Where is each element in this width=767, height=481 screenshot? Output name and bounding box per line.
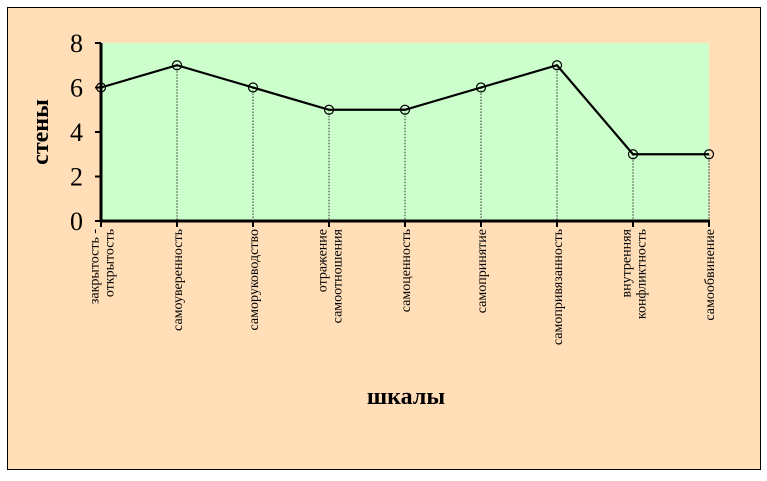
x-axis (100, 219, 710, 227)
x-tick-label: конфликтность (635, 229, 650, 319)
data-point (247, 82, 259, 93)
y-axis: 0 2 4 6 8 (70, 29, 103, 236)
x-axis-title: шкалы (367, 384, 445, 410)
x-tick-label: внутренняя (620, 228, 635, 297)
x-tick-label: самоценность (399, 229, 414, 312)
y-tick-label: 2 (70, 163, 83, 192)
drop-lines (100, 65, 710, 221)
series-line (100, 63, 709, 156)
x-tick-label: самопринятие (475, 229, 490, 313)
y-tick-label: 6 (70, 74, 83, 103)
series-group (95, 60, 715, 160)
y-axis-title: стены (28, 99, 54, 165)
data-point (475, 82, 487, 93)
data-point (95, 82, 107, 93)
y-tick-label: 8 (70, 29, 83, 58)
x-tick-label: отражение (316, 229, 331, 292)
x-tick-label: саморуководство (247, 229, 262, 330)
x-tick-label: самоотношения (331, 228, 346, 323)
data-point (171, 60, 183, 71)
y-tick-label: 4 (70, 118, 83, 147)
x-tick-label: самоуверенность (171, 229, 186, 331)
data-point (323, 104, 335, 115)
data-point (703, 149, 715, 160)
y-tick-label: 0 (70, 207, 83, 236)
x-tick-label: самопривязанность (551, 229, 566, 345)
data-point (627, 149, 639, 160)
x-tick-labels: закрытость - открытость самоуверенность сам… (88, 228, 719, 345)
x-tick-label: закрытость - (88, 229, 103, 304)
data-point (399, 104, 411, 115)
x-tick-label: самообвинение (703, 229, 718, 321)
data-point (551, 60, 563, 71)
x-tick-label: открытость (103, 229, 118, 297)
